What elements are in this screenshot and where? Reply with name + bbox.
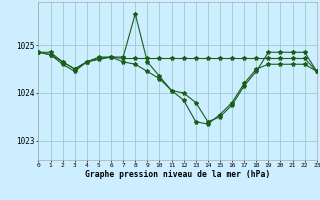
X-axis label: Graphe pression niveau de la mer (hPa): Graphe pression niveau de la mer (hPa) (85, 170, 270, 179)
